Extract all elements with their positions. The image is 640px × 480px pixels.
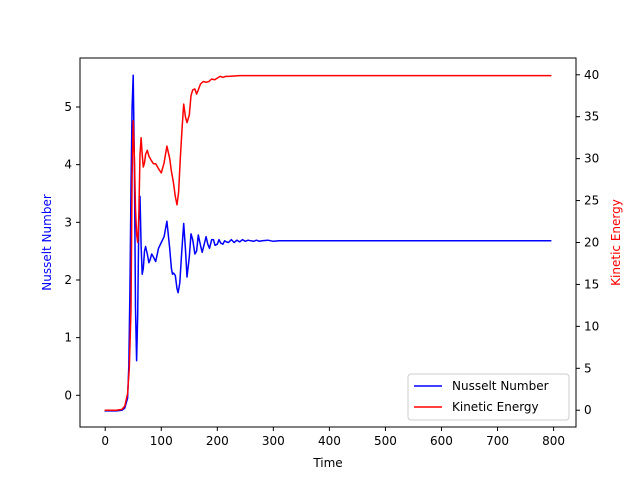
plot-area	[79, 57, 577, 428]
y-right-tick-label: 30	[584, 152, 599, 166]
legend-box	[407, 373, 570, 421]
x-tick-label: 500	[374, 434, 397, 448]
y-right-tick-label: 35	[584, 110, 599, 124]
y-right-tick-label: 25	[584, 194, 599, 208]
series-layer	[104, 74, 552, 412]
series-line-kinetic-energy	[104, 74, 552, 411]
x-tick-label: 100	[150, 434, 173, 448]
y-right-tick-label: 40	[584, 68, 599, 82]
y-left-tick-label: 0	[64, 388, 72, 402]
x-tick-label: 700	[486, 434, 509, 448]
y-right-tick-label: 15	[584, 277, 599, 291]
y-left-axis-ticks: 0 1 2 3 4 5	[64, 100, 80, 402]
y-right-axis-label: Kinetic Energy	[609, 199, 623, 286]
y-left-tick-label: 4	[64, 158, 72, 172]
y-right-axis-ticks: 0 5 10 15 20 25 30 35 40	[576, 68, 599, 417]
x-tick-label: 800	[542, 434, 565, 448]
legend-entry-kinetic-energy: Kinetic Energy	[452, 400, 539, 414]
x-tick-label: 300	[262, 434, 285, 448]
y-left-tick-label: 5	[64, 100, 72, 114]
y-right-tick-label: 20	[584, 236, 599, 250]
y-left-tick-label: 3	[64, 215, 72, 229]
x-axis-label: Time	[312, 456, 342, 470]
y-left-tick-label: 1	[64, 331, 72, 345]
x-tick-label: 0	[101, 434, 109, 448]
y-right-tick-label: 0	[584, 403, 592, 417]
legend-entry-nusselt-number: Nusselt Number	[452, 379, 549, 393]
y-left-axis-label: Nusselt Number	[40, 194, 54, 291]
legend: Nusselt Number Kinetic Energy	[407, 373, 570, 421]
y-right-tick-label: 5	[584, 361, 592, 375]
x-tick-label: 600	[430, 434, 453, 448]
x-tick-label: 400	[318, 434, 341, 448]
y-right-tick-label: 10	[584, 319, 599, 333]
x-axis-ticks: 0 100 200 300 400 500 600 700 800	[101, 427, 565, 448]
y-left-tick-label: 2	[64, 273, 72, 287]
x-tick-label: 200	[206, 434, 229, 448]
